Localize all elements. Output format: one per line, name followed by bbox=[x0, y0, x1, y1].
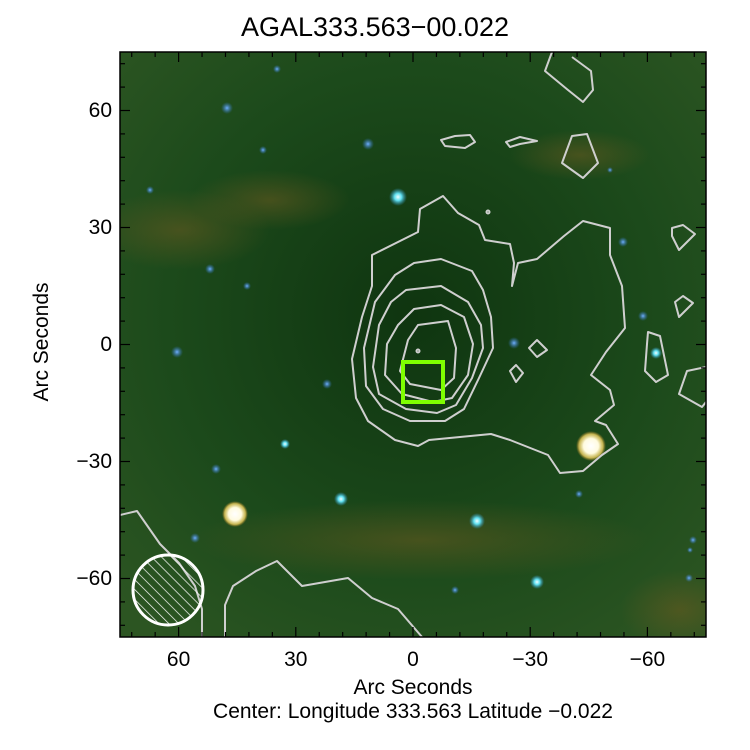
star bbox=[171, 346, 183, 358]
contour bbox=[674, 295, 694, 318]
contour bbox=[440, 134, 476, 149]
x-tick-label: 60 bbox=[166, 648, 191, 671]
dust-haze bbox=[510, 130, 650, 180]
star bbox=[389, 188, 407, 206]
star bbox=[618, 237, 628, 247]
star bbox=[146, 186, 154, 194]
star bbox=[638, 311, 648, 321]
star bbox=[280, 439, 290, 449]
star bbox=[273, 65, 281, 73]
star bbox=[243, 282, 251, 290]
star bbox=[687, 547, 693, 553]
contour bbox=[544, 52, 594, 103]
x-tick-label: −60 bbox=[629, 648, 666, 671]
contour bbox=[561, 133, 599, 179]
x-tick-label: −30 bbox=[512, 648, 548, 671]
star bbox=[221, 102, 233, 114]
contour-level-3 bbox=[372, 285, 484, 414]
star bbox=[451, 586, 459, 594]
dust-haze bbox=[190, 170, 350, 230]
star bbox=[322, 379, 332, 389]
source-marker-square bbox=[401, 360, 445, 404]
star bbox=[205, 264, 215, 274]
star bbox=[469, 513, 485, 529]
star bbox=[650, 347, 662, 359]
contour bbox=[509, 364, 524, 383]
star bbox=[530, 575, 544, 589]
contour bbox=[644, 331, 669, 383]
y-tick-label: 30 bbox=[88, 215, 112, 239]
center-coordinates: Center: Longitude 333.563 Latitude −0.02… bbox=[213, 700, 613, 723]
dust-haze bbox=[620, 570, 706, 637]
y-tick-label: −30 bbox=[76, 449, 112, 473]
star bbox=[575, 490, 583, 498]
contour bbox=[678, 366, 706, 408]
star bbox=[685, 574, 693, 582]
star bbox=[211, 464, 221, 474]
contour-level-1 bbox=[351, 195, 626, 474]
star bbox=[576, 431, 606, 461]
contour bbox=[528, 339, 548, 358]
x-tick-label: 30 bbox=[284, 648, 308, 671]
star bbox=[607, 167, 613, 173]
contour bbox=[671, 224, 696, 251]
y-tick-label: 0 bbox=[100, 332, 112, 356]
star bbox=[259, 146, 267, 154]
y-tick-label: −60 bbox=[76, 566, 112, 590]
y-tick-label: 60 bbox=[88, 98, 112, 122]
contour bbox=[505, 136, 538, 148]
star bbox=[508, 337, 520, 349]
dust-haze bbox=[190, 500, 650, 580]
y-axis-label: Arc Seconds bbox=[30, 282, 53, 402]
x-tick-label: 0 bbox=[407, 648, 419, 671]
contour-level-2 bbox=[363, 258, 494, 422]
star bbox=[334, 492, 348, 506]
star bbox=[689, 536, 697, 544]
contour bbox=[485, 209, 491, 215]
star bbox=[222, 501, 248, 527]
star bbox=[362, 138, 374, 150]
contour bbox=[224, 560, 423, 637]
contour bbox=[415, 348, 421, 354]
beam-circle bbox=[131, 553, 205, 627]
x-axis-label: Arc Seconds bbox=[353, 676, 473, 699]
plot-title: AGAL333.563−00.022 bbox=[241, 12, 509, 42]
star bbox=[190, 533, 200, 543]
